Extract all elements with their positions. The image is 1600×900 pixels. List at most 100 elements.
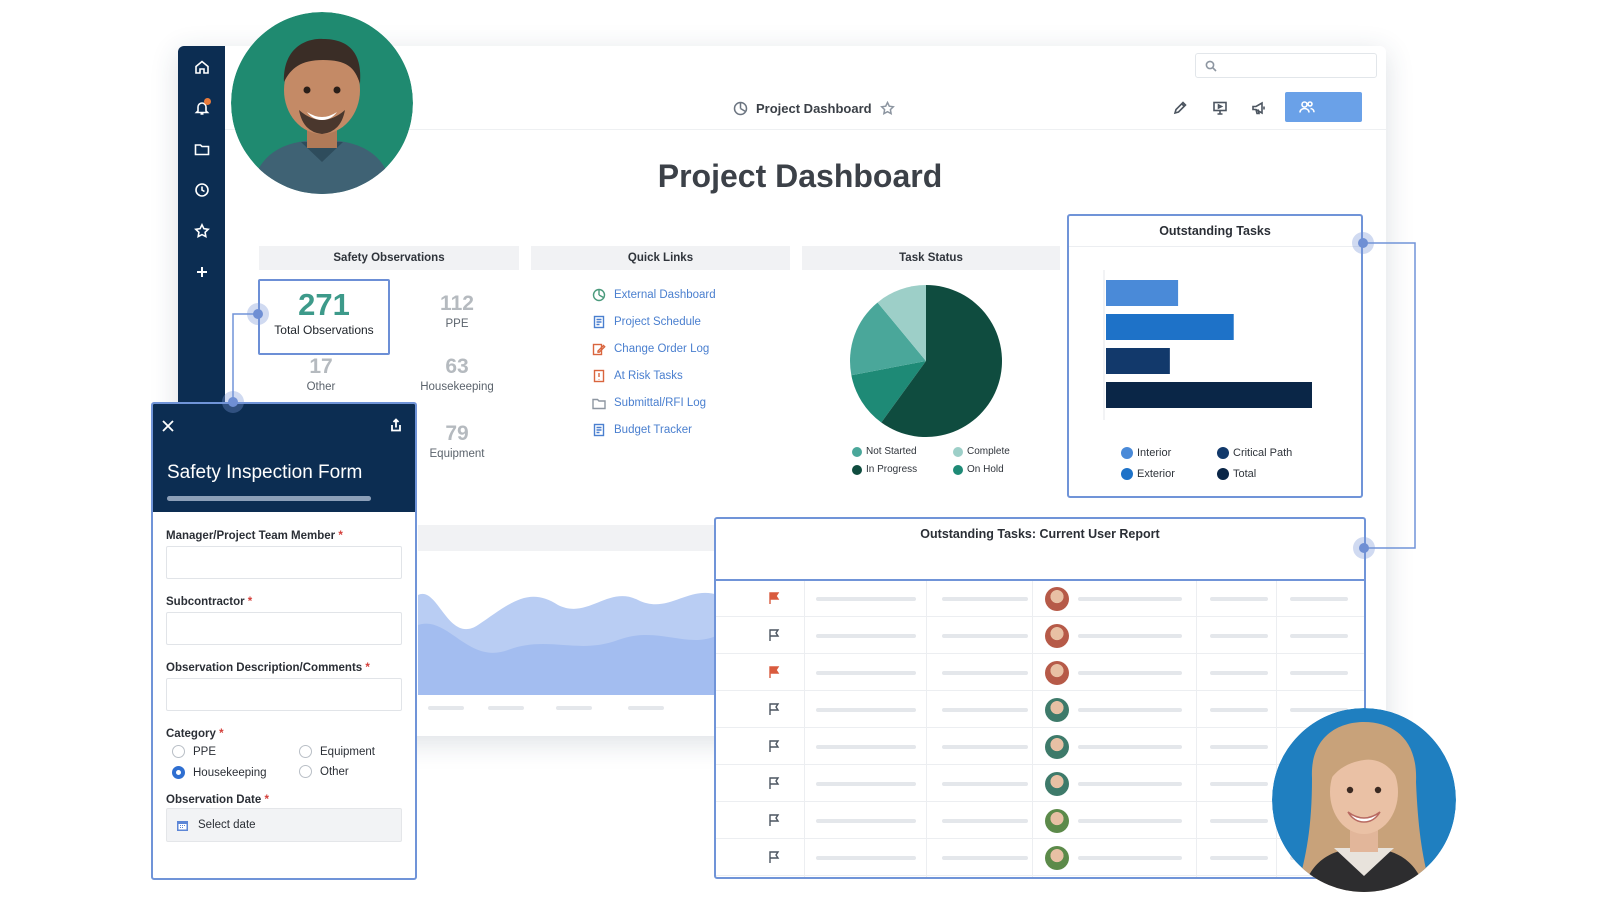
form-header: Safety Inspection Form [153, 404, 415, 512]
row-avatar [1045, 735, 1069, 759]
stat-equipment[interactable]: 79 Equipment [407, 422, 507, 460]
legend-label: Critical Path [1233, 447, 1293, 459]
table-row[interactable] [716, 803, 1364, 839]
required-mark: * [365, 662, 370, 674]
quick-link-external-dashboard[interactable]: External Dashboard [592, 286, 716, 304]
task-status-pie-chart[interactable] [848, 283, 1004, 439]
flag-filled-icon[interactable] [767, 591, 781, 605]
connector-handle[interactable] [1352, 232, 1374, 254]
category-option-other[interactable]: Other [299, 765, 349, 778]
table-row[interactable] [716, 655, 1364, 691]
flag-icon[interactable] [767, 776, 781, 790]
table-row[interactable] [716, 766, 1364, 802]
sidebar-item-create[interactable] [178, 257, 225, 287]
placeholder-cell [1078, 597, 1182, 601]
table-row[interactable] [716, 618, 1364, 654]
flag-icon[interactable] [767, 813, 781, 827]
export-button[interactable] [389, 418, 405, 434]
placeholder-cell [942, 708, 1028, 712]
pie-slice-not-started[interactable] [850, 302, 926, 376]
present-button[interactable] [1209, 97, 1231, 119]
outstanding-tasks-bar-chart[interactable] [1096, 270, 1326, 430]
share-button[interactable] [1285, 92, 1362, 122]
flag-filled-icon[interactable] [767, 665, 781, 679]
quick-link-project-schedule[interactable]: Project Schedule [592, 313, 701, 331]
pie-slice-complete[interactable] [877, 285, 926, 361]
subcontractor-field[interactable] [166, 612, 402, 645]
flag-icon[interactable] [767, 850, 781, 864]
quick-link-label: External Dashboard [614, 289, 716, 301]
search-box[interactable] [1195, 53, 1377, 78]
stat-ppe[interactable]: 112 PPE [407, 292, 507, 330]
stat-value: 79 [445, 422, 469, 445]
quick-link-budget-tracker[interactable]: Budget Tracker [592, 421, 692, 439]
placeholder-cell [942, 597, 1028, 601]
stat-other[interactable]: 17 Other [271, 355, 371, 393]
search-input[interactable] [1222, 57, 1372, 75]
sidebar-item-recent[interactable] [178, 175, 225, 205]
row-avatar [1045, 698, 1069, 722]
category-option-ppe[interactable]: PPE [172, 745, 216, 758]
table-row[interactable] [716, 729, 1364, 765]
announce-button[interactable] [1248, 97, 1270, 119]
connector-handle[interactable] [247, 303, 269, 325]
placeholder-cell [942, 634, 1028, 638]
placeholder-cell [816, 708, 916, 712]
radio-circle [172, 745, 185, 758]
flag-icon[interactable] [767, 628, 781, 642]
pie-slice-in-progress[interactable] [881, 285, 1002, 437]
favorite-star-icon[interactable] [879, 100, 895, 116]
legend-total: Total [1217, 468, 1256, 480]
sidebar-item-favorites[interactable] [178, 216, 225, 246]
category-option-housekeeping[interactable]: Housekeeping [172, 766, 267, 779]
stat-housekeeping[interactable]: 63 Housekeeping [407, 355, 507, 393]
stat-value: 112 [440, 292, 474, 315]
bar-exterior[interactable] [1106, 314, 1234, 340]
dashboard-icon [592, 288, 606, 302]
manager-field[interactable] [166, 546, 402, 579]
users-icon [1299, 101, 1315, 113]
description-label: Observation Description/Comments * [166, 662, 370, 674]
legend-dot [852, 464, 862, 475]
required-mark: * [247, 596, 253, 608]
total-observations-card[interactable]: 271 Total Observations [258, 279, 390, 355]
radio-circle-selected [172, 766, 185, 779]
date-picker[interactable]: Select date [166, 808, 402, 842]
placeholder-cell [1078, 634, 1182, 638]
bar-critical-path[interactable] [1106, 348, 1170, 374]
placeholder-cell [1210, 597, 1268, 601]
quick-link-change-order-log[interactable]: Change Order Log [592, 340, 709, 358]
table-row[interactable] [716, 840, 1364, 876]
total-observations-label: Total Observations [274, 323, 374, 337]
sidebar-item-home[interactable] [178, 52, 225, 82]
sidebar-item-files[interactable] [178, 134, 225, 164]
legend-label: Complete [967, 446, 1010, 457]
connector-handle[interactable] [1353, 537, 1375, 559]
warning-document-icon [593, 369, 605, 383]
placeholder-cell [1290, 634, 1348, 638]
sidebar-item-notifications[interactable] [178, 93, 225, 123]
quick-link-submittal-rfi-log[interactable]: Submittal/RFI Log [592, 394, 706, 412]
pie-slice-on-hold[interactable] [851, 361, 926, 423]
connector-handle[interactable] [222, 391, 244, 413]
dashboard-icon [733, 101, 748, 115]
table-row[interactable] [716, 581, 1364, 617]
flag-icon[interactable] [767, 702, 781, 716]
placeholder-cell [1210, 745, 1268, 749]
document-icon [593, 423, 605, 437]
quick-link-label: Change Order Log [614, 343, 710, 355]
quick-link-at-risk-tasks[interactable]: At Risk Tasks [592, 367, 683, 385]
legend-dot [1121, 447, 1133, 459]
table-row[interactable] [716, 692, 1364, 728]
bar-total[interactable] [1106, 382, 1312, 408]
category-option-equipment[interactable]: Equipment [299, 745, 375, 758]
placeholder-cell [1290, 597, 1348, 601]
edit-button[interactable] [1169, 97, 1191, 119]
form-progress-fill [167, 496, 371, 501]
flag-icon[interactable] [767, 739, 781, 753]
bar-interior[interactable] [1106, 280, 1179, 306]
quick-link-label: Budget Tracker [614, 424, 692, 436]
form-progress-bar [167, 496, 371, 501]
close-button[interactable] [161, 419, 177, 435]
description-field[interactable] [166, 678, 402, 711]
